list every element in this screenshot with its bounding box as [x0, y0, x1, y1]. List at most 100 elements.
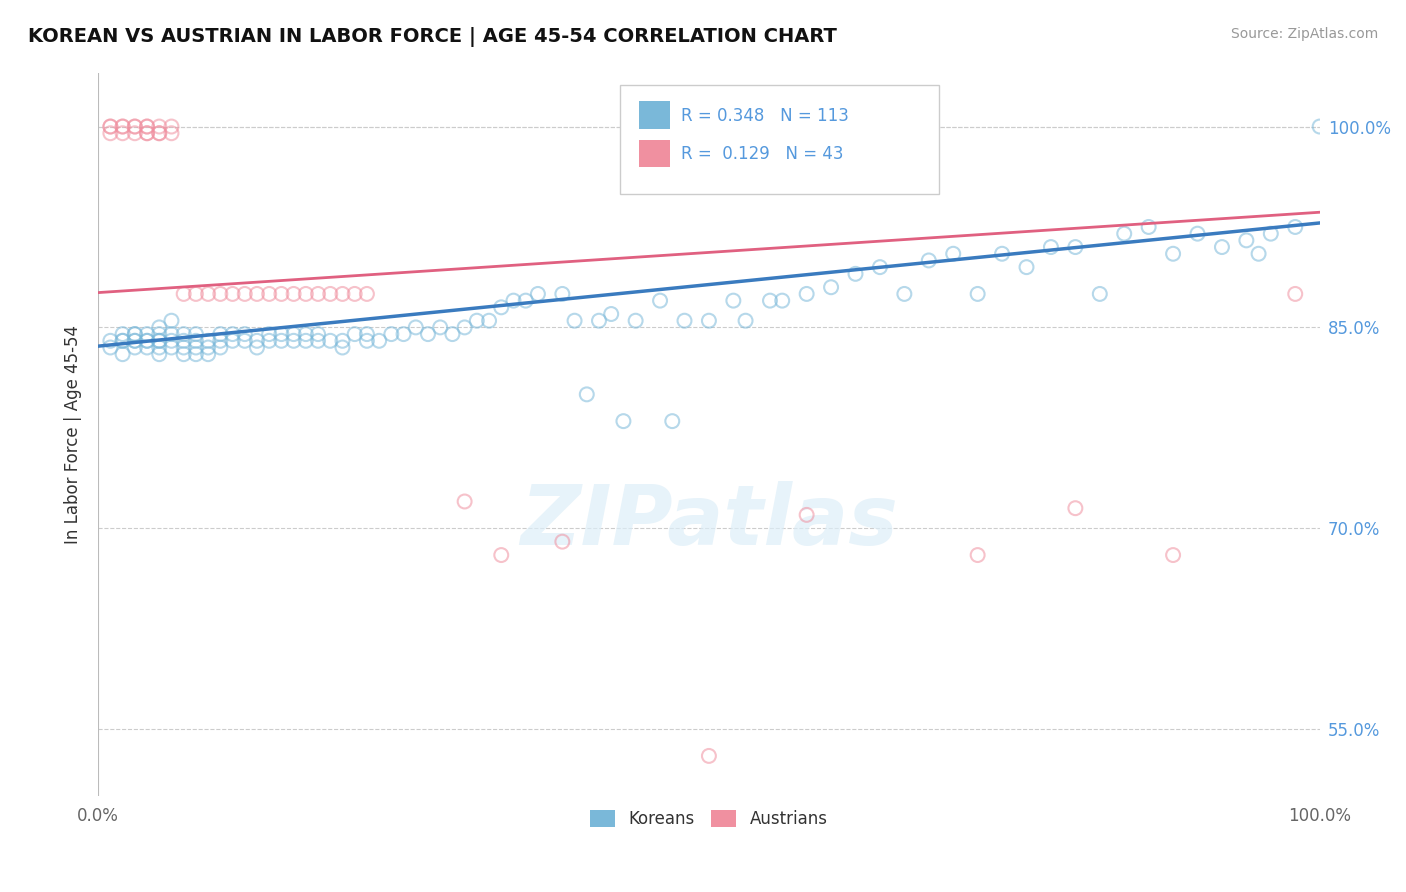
Point: [246, 334, 269, 348]
Point: [173, 287, 195, 301]
Point: [453, 494, 475, 508]
Point: [551, 534, 574, 549]
Point: [564, 314, 586, 328]
Point: [184, 327, 207, 342]
Point: [111, 327, 134, 342]
Point: [1260, 227, 1282, 241]
Point: [136, 341, 159, 355]
Point: [648, 293, 671, 308]
Legend: Koreans, Austrians: Koreans, Austrians: [583, 804, 834, 835]
Point: [270, 287, 292, 301]
Point: [148, 120, 170, 134]
Point: [148, 341, 170, 355]
Point: [283, 327, 305, 342]
Point: [1284, 219, 1306, 234]
Point: [173, 334, 195, 348]
Point: [734, 314, 756, 328]
Point: [124, 327, 146, 342]
Point: [100, 126, 122, 140]
Point: [1064, 240, 1087, 254]
Point: [319, 287, 342, 301]
Point: [588, 314, 610, 328]
Point: [416, 327, 439, 342]
Point: [257, 327, 280, 342]
Point: [575, 387, 598, 401]
Text: Source: ZipAtlas.com: Source: ZipAtlas.com: [1230, 27, 1378, 41]
Point: [844, 267, 866, 281]
Point: [221, 327, 243, 342]
Point: [356, 334, 378, 348]
Point: [221, 334, 243, 348]
Point: [465, 314, 488, 328]
Point: [197, 334, 219, 348]
Point: [173, 341, 195, 355]
Point: [1187, 227, 1209, 241]
Point: [160, 314, 183, 328]
Point: [893, 287, 915, 301]
Point: [160, 120, 183, 134]
Point: [100, 120, 122, 134]
Point: [270, 334, 292, 348]
Point: [184, 347, 207, 361]
Point: [491, 548, 513, 562]
Point: [246, 341, 269, 355]
Point: [368, 334, 391, 348]
Point: [319, 334, 342, 348]
Point: [1088, 287, 1111, 301]
Point: [111, 120, 134, 134]
Point: [966, 287, 988, 301]
Point: [160, 126, 183, 140]
Point: [759, 293, 782, 308]
Point: [233, 334, 256, 348]
FancyBboxPatch shape: [620, 86, 939, 194]
Point: [612, 414, 634, 428]
Point: [515, 293, 537, 308]
Point: [307, 287, 329, 301]
Point: [111, 347, 134, 361]
Point: [307, 327, 329, 342]
Point: [184, 334, 207, 348]
Point: [343, 327, 366, 342]
Point: [257, 334, 280, 348]
Point: [148, 126, 170, 140]
Point: [295, 334, 318, 348]
Point: [209, 334, 232, 348]
Point: [673, 314, 696, 328]
Point: [270, 327, 292, 342]
Point: [221, 287, 243, 301]
Point: [1247, 246, 1270, 260]
Point: [1015, 260, 1038, 274]
Point: [1234, 233, 1257, 247]
Point: [124, 341, 146, 355]
Point: [918, 253, 941, 268]
Point: [160, 327, 183, 342]
Point: [136, 126, 159, 140]
Point: [478, 314, 501, 328]
Point: [111, 334, 134, 348]
Point: [942, 246, 965, 260]
Point: [770, 293, 793, 308]
Point: [197, 341, 219, 355]
Point: [1309, 120, 1331, 134]
Point: [136, 334, 159, 348]
Point: [491, 301, 513, 315]
Point: [148, 334, 170, 348]
Point: [697, 748, 720, 763]
Point: [136, 126, 159, 140]
Point: [197, 347, 219, 361]
Point: [197, 287, 219, 301]
Point: [283, 334, 305, 348]
Point: [551, 287, 574, 301]
Point: [124, 126, 146, 140]
Text: R = 0.348   N = 113: R = 0.348 N = 113: [681, 107, 849, 125]
Point: [124, 120, 146, 134]
Point: [283, 287, 305, 301]
Point: [209, 327, 232, 342]
Point: [307, 334, 329, 348]
Point: [441, 327, 464, 342]
Point: [600, 307, 623, 321]
Point: [111, 126, 134, 140]
Point: [111, 334, 134, 348]
FancyBboxPatch shape: [640, 101, 669, 128]
Point: [233, 287, 256, 301]
